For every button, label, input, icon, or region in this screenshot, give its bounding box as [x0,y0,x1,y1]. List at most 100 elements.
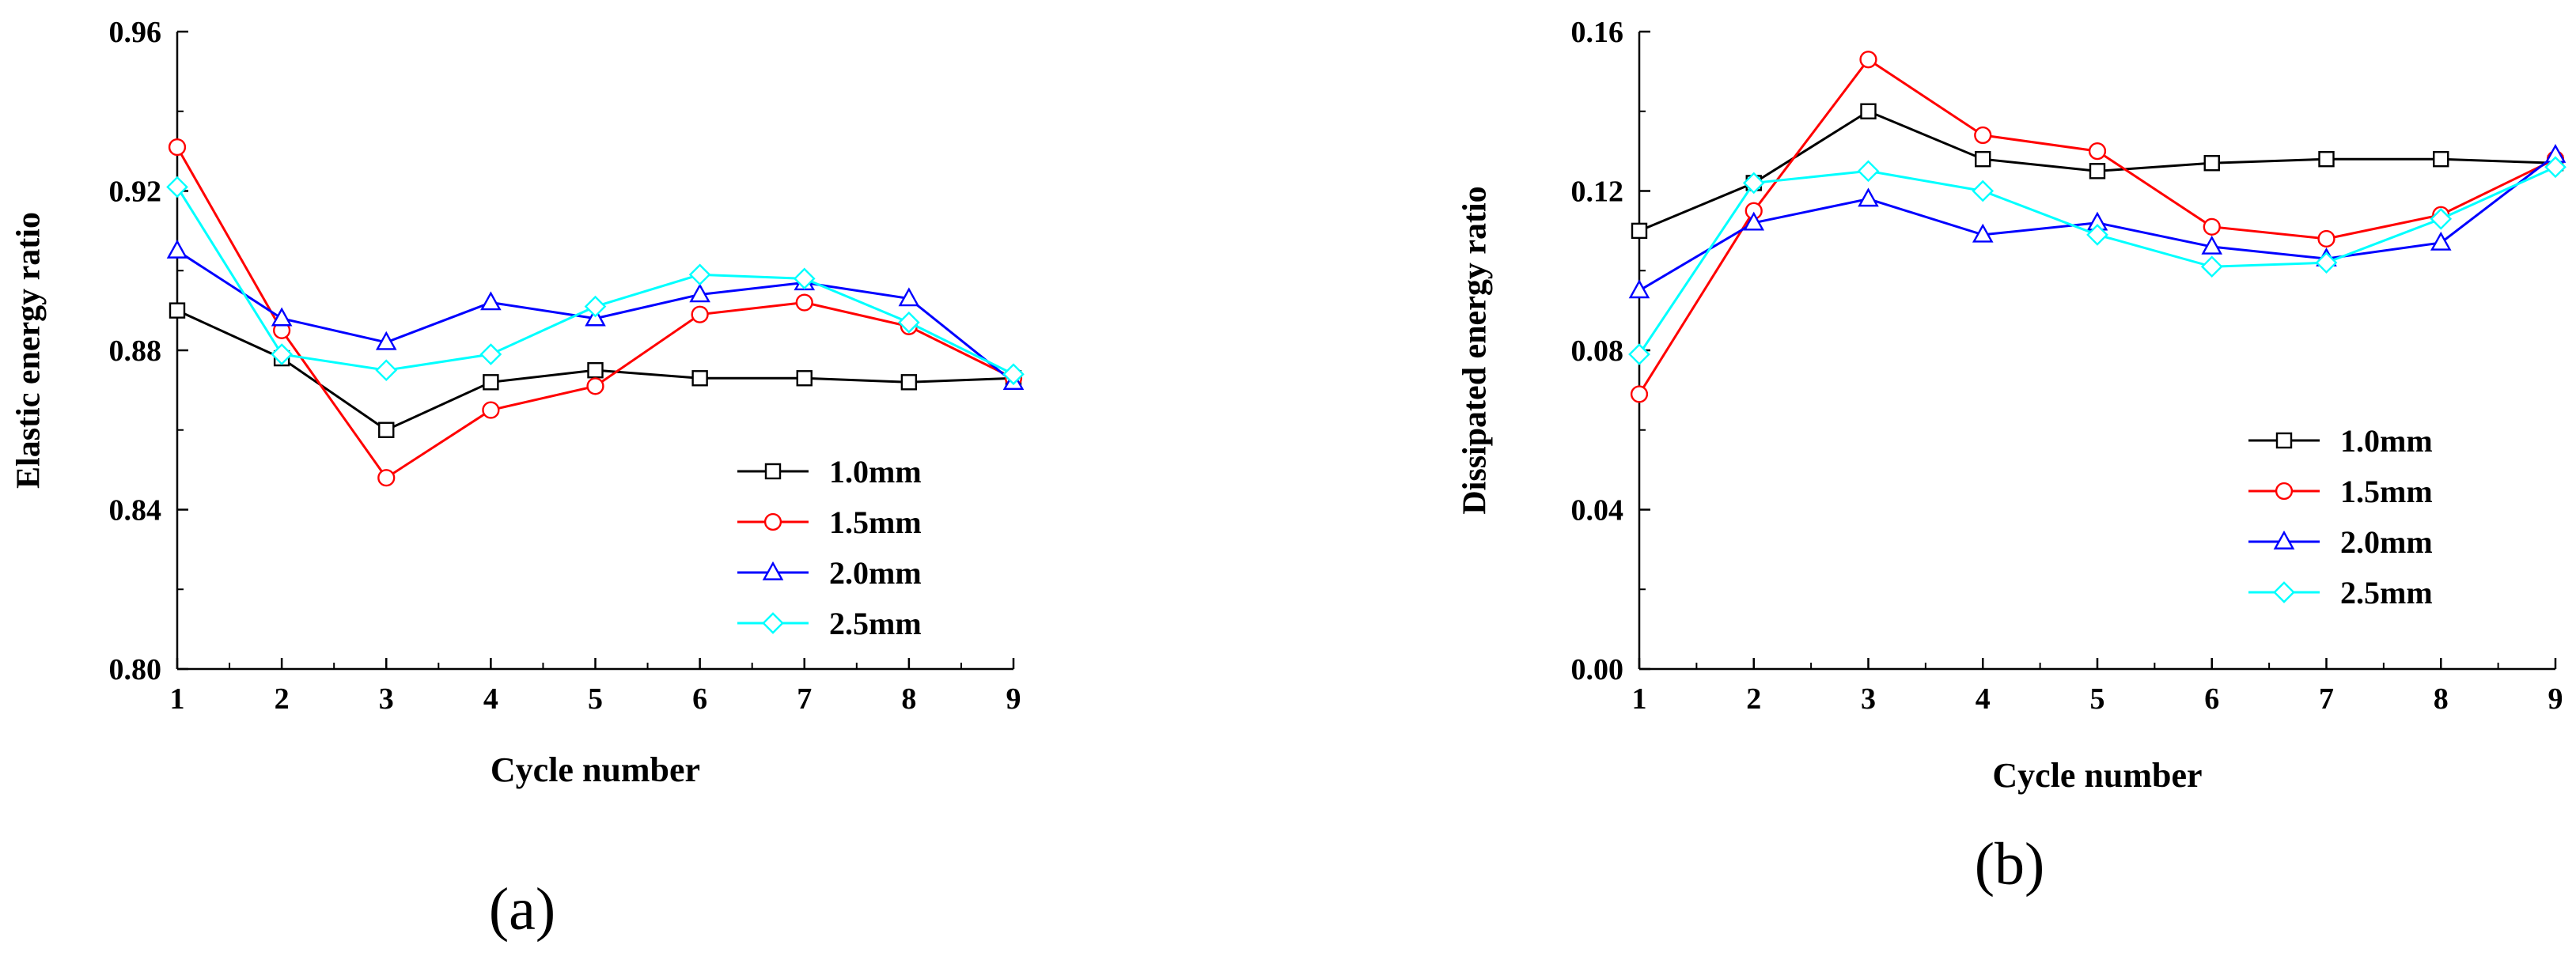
x-axis-title: Cycle number [1992,756,2202,795]
data-point [1860,103,1877,119]
series-1.0mm [169,302,1022,438]
legend-entry: 2.0mm [2248,524,2433,560]
x-tick-label: 3 [379,682,394,716]
legend-marker [762,612,784,634]
data-point [688,263,711,286]
chart-panel-a: 0.80 0.84 0.88 0.92 0.96 1 2 3 4 5 6 7 8 9 Cycle numbe… [11,16,1025,943]
x-tick-label: 8 [2434,682,2449,716]
panel-label: (b) [1975,831,2045,898]
legend-label: 2.0mm [829,555,922,591]
series-line [176,186,1014,376]
data-point [898,311,920,334]
chart-panel-b: 0.00 0.04 0.08 0.12 0.16 1 2 3 4 5 6 7 8 9 Cycle numbe… [1457,16,2567,898]
data-point [2544,156,2567,179]
legend-entry: 1.0mm [737,454,922,489]
legend-marker [762,561,784,580]
data-point [166,239,188,259]
data-point [1972,223,1994,243]
data-point [2200,255,2223,278]
data-point [691,370,708,387]
data-point [378,421,395,438]
data-point [2201,235,2223,255]
y-tick-label: 0.04 [1571,494,1624,527]
data-point [169,302,186,319]
legend-entry: 1.5mm [737,505,922,540]
y-tick-label: 0.00 [1571,653,1624,686]
x-tick-label: 5 [2090,682,2105,716]
data-point [1742,172,1765,195]
y-tick-label: 0.12 [1571,176,1624,209]
data-point [2089,163,2106,180]
data-point [793,267,816,290]
legend: 1.0mm 1.5mm 2.0mm 2.5mm [737,454,922,641]
y-tick-label: 0.80 [109,653,162,686]
data-point [796,370,813,387]
data-point [2203,155,2220,172]
data-point [2086,224,2108,246]
data-point [1972,180,1995,202]
data-point [1743,211,1765,231]
legend-label: 1.0mm [2340,423,2433,459]
legend-marker [763,512,782,531]
legend-entry: 1.0mm [2248,423,2433,459]
series-2.0mm [166,239,1025,391]
data-point [2203,217,2221,236]
x-tick-label: 2 [275,682,290,716]
data-point [1631,222,1648,240]
y-axis-title: Dissipated energy ratio [1457,186,1494,514]
series-line [1638,165,2556,355]
data-point [2317,229,2335,248]
y-tick-label: 0.16 [1571,16,1624,49]
data-point [1858,187,1879,207]
x-tick-label: 3 [1861,682,1876,716]
x-tick-label: 8 [901,682,916,716]
data-point [584,295,607,318]
data-point [586,377,604,395]
legend-marker [2275,482,2294,501]
legend-entry: 2.0mm [737,555,922,591]
x-tick-label: 2 [1746,682,1761,716]
data-point [1857,160,1880,183]
data-point [375,331,397,350]
data-point [2430,207,2453,230]
y-tick-label: 0.96 [109,16,162,49]
legend-entry: 2.5mm [737,606,922,641]
data-point [795,293,813,312]
x-tick-label: 7 [2319,682,2334,716]
y-tick-label: 0.92 [109,176,162,209]
legend-label: 1.0mm [829,454,922,489]
data-point [1974,126,1992,145]
data-point [377,469,396,487]
data-point [900,374,918,391]
data-point [587,361,604,379]
legend-marker [2275,432,2293,449]
data-point [375,359,398,382]
data-point [2315,251,2338,274]
data-point [1975,150,1991,168]
legend-marker [2273,581,2295,603]
legend-entry: 2.5mm [2248,575,2433,610]
data-point [479,343,502,365]
x-tick-label: 5 [588,682,603,716]
panel-label: (a) [489,876,555,943]
x-tick-label: 9 [1006,682,1021,716]
legend-label: 2.5mm [2340,575,2433,610]
data-point [898,287,920,307]
y-axis-title: Elastic energy ratio [11,212,47,489]
y-tick-label: 0.88 [109,334,162,368]
data-point [1628,343,1650,365]
x-axis-title: Cycle number [491,750,700,789]
x-tick-label: 1 [170,682,185,716]
legend-marker [2273,530,2295,550]
series-1.5mm [1630,51,2565,403]
x-tick-label: 6 [2204,682,2219,716]
data-point [483,374,499,391]
x-tick-label: 9 [2548,682,2563,716]
legend-marker [764,463,782,480]
legend: 1.0mm 1.5mm 2.0mm 2.5mm [2248,423,2433,610]
x-tick-label: 7 [797,682,812,716]
data-point [2088,142,2107,161]
legend-label: 1.5mm [2340,474,2433,509]
legend-entry: 1.5mm [2248,474,2433,509]
